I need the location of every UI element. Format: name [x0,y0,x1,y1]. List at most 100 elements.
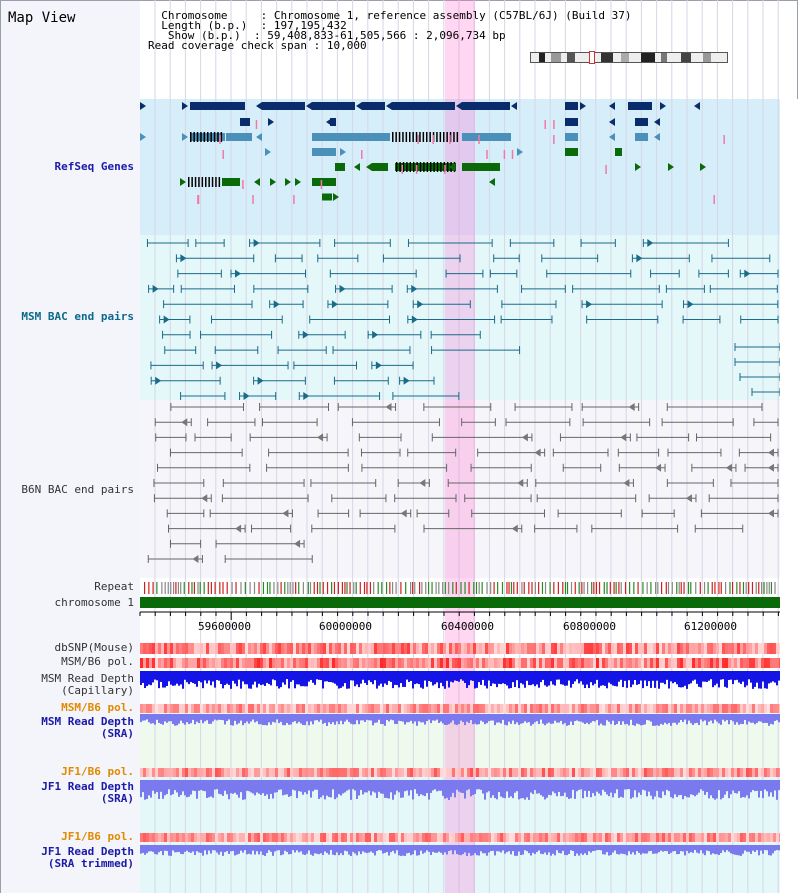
jf1-pol-trim-heat-cell [755,833,758,842]
msm-pol-heat-cell [368,658,371,668]
repeat-mark [444,582,446,594]
vertical-scrollbar[interactable] [780,99,798,893]
dbsnp-heat-cell [308,643,311,654]
repeat-mark [770,582,773,594]
repeat-mark [170,582,172,594]
refseq-genes-label[interactable]: RefSeq Genes [54,160,134,173]
jf1-depth-bar [730,780,732,795]
jf1-trim-depth-bar [256,845,258,852]
gene-feature [565,118,578,126]
jf1-trim-depth-bar [696,845,698,853]
msm-pol-heat-cell [365,658,368,668]
repeat-mark [331,582,333,594]
msm-pol-heat-cell [164,658,167,668]
msm-depth-cap-bar [304,671,306,687]
msm-depth-sra-bar [560,714,562,721]
jf1-depth-bar [684,780,686,796]
jf1-pol-trim-heat-cell [383,833,386,842]
msm-depth-sra-label[interactable]: MSM Read Depth [41,715,134,728]
jf1-trim-depth-bar [602,845,604,855]
msm-pol-sra-heat-cell [470,704,473,713]
dbsnp-heat-cell [158,643,161,654]
jf1-trim-depth-bar [456,845,458,855]
jf1-pol-trim-heat-cell [587,833,590,842]
msm-pol-sra-label[interactable]: MSM/B6 pol. [61,701,134,714]
jf1-pol-trim-heat-cell [305,833,308,842]
jf1-pol-trim-heat-cell [716,833,719,842]
refseq-tick [432,135,434,144]
chromosome-ideogram[interactable] [530,51,728,64]
jf1-pol-heat-cell [200,768,203,777]
jf1-pol-trim-heat-cell [458,833,461,842]
jf1-pol-heat-cell [341,768,344,777]
jf1-depth-bar [452,780,454,793]
jf1-pol-heat-cell [527,768,530,777]
msm-depth-cap-bar [580,671,582,682]
selected-region-highlight[interactable] [445,0,475,893]
repeat-mark [277,582,279,594]
jf1-trim-depth-bar [276,845,278,851]
strand-arrow [140,102,146,110]
jf1-depth-bar [406,780,408,791]
jf1-trim-depth-bar [632,845,634,853]
jf1-pol-trim-heat-cell [176,833,179,842]
jf1-depth-bar [752,780,754,791]
msm-depth-cap-bar [178,671,180,686]
msm-pol-heat-cell [182,658,185,668]
jf1-trim-depth-bar [686,845,688,851]
msm-pol-heat-cell [269,658,272,668]
msm-depth-sra-bar [290,714,292,725]
msm-depth-sra-bar [150,714,152,724]
msm-pol-heat-cell [440,658,443,668]
header-sep: : [260,9,268,22]
msm-pol-sra-heat-cell [746,704,749,713]
msm-depth-cap-label[interactable]: MSM Read Depth [41,672,134,685]
jf1-pol-trim-heat-cell [200,833,203,842]
msm-depth-cap-bar [584,671,586,689]
jf1-trim-depth-bar [646,845,648,854]
jf1-depth-bar [474,780,476,794]
chromosome-label[interactable]: chromosome 1 [54,596,134,609]
jf1-depth-bar [392,780,394,800]
jf1-depth-bar [376,780,378,798]
jf1-pol-trim-heat-cell [185,833,188,842]
msm-depth-sra-bar [286,714,288,723]
msm-pol-sra-heat-cell [701,704,704,713]
jf1-pol-heat-cell [326,768,329,777]
jf1-depth-label[interactable]: JF1 Read Depth [41,780,134,793]
strand-arrow [489,178,495,186]
msm-depth-cap-bar [322,671,324,689]
jf1-pol-label[interactable]: JF1/B6 pol. [61,765,134,778]
msm-depth-cap-bar [524,671,526,688]
jf1-trim-label[interactable]: JF1 Read Depth [41,845,134,858]
jf1-trim-depth-bar [244,845,246,851]
jf1-trim-depth-bar [660,845,662,851]
dbsnp-heat-cell [245,643,248,654]
jf1-depth-bar [210,780,212,797]
msm-depth-cap-bar [690,671,692,684]
ideogram-band [539,53,545,62]
msm-pol-label[interactable]: MSM/B6 pol. [61,655,134,668]
msm-pol-heat-cell [329,658,332,668]
jf1-depth-bar [546,780,548,798]
b6n-bac-label[interactable]: B6N BAC end pairs [21,483,134,496]
dbsnp-label[interactable]: dbSNP(Mouse) [54,641,134,654]
jf1-pol-heat-cell [476,768,479,777]
ideogram-band [703,53,711,62]
msm-pol-sra-heat-cell [383,704,386,713]
dbsnp-heat-cell [521,643,524,654]
msm-depth-cap-bar [366,671,368,685]
jf1-pol-trim-label[interactable]: JF1/B6 pol. [61,830,134,843]
dbsnp-heat-cell [335,643,338,654]
repeat-mark [687,582,690,594]
ideogram-current-position[interactable] [589,51,595,64]
dbsnp-heat-cell [755,643,758,654]
jf1-depth-bar [278,780,280,790]
jf1-pol-heat-cell [170,768,173,777]
repeat-mark [581,582,583,594]
msm-pol-heat-cell [590,658,593,668]
msm-depth-sra-bar [240,714,242,721]
msm-bac-label[interactable]: MSM BAC end pairs [21,310,134,323]
repeat-label[interactable]: Repeat [94,580,134,593]
